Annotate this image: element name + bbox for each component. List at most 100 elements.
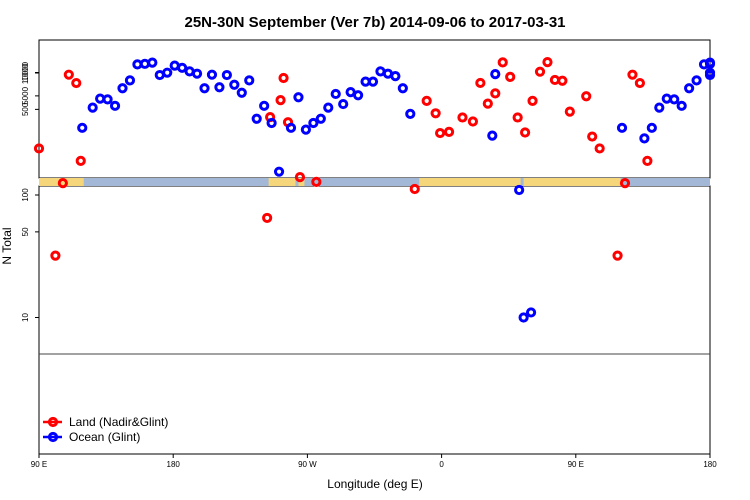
ocean-point	[639, 133, 650, 144]
land-mask-segment	[39, 178, 84, 186]
y-tick-label: 100	[21, 188, 30, 202]
ocean-point	[191, 68, 203, 79]
land-mask-segment	[298, 178, 305, 186]
x-tick-label: 90 W	[298, 460, 317, 469]
ocean-point	[102, 94, 113, 105]
land-point	[467, 116, 479, 127]
land-point	[430, 108, 441, 119]
ocean-point	[229, 79, 240, 90]
land-point	[482, 98, 493, 109]
land-point	[527, 95, 538, 106]
ocean-point	[77, 122, 88, 133]
data-points	[33, 57, 716, 323]
land-point	[520, 127, 531, 138]
land-point	[619, 178, 631, 189]
land-point	[634, 77, 646, 89]
ocean-point	[405, 108, 416, 119]
ocean-point	[397, 83, 408, 94]
land-point	[490, 88, 501, 99]
ocean-point	[330, 88, 341, 100]
land-ocean-mask	[39, 178, 710, 186]
ocean-point	[352, 90, 364, 101]
x-tick-label: 90 E	[568, 460, 584, 469]
ocean-point	[691, 75, 702, 86]
legend-ocean-label: Ocean (Glint)	[69, 430, 140, 444]
ocean-point	[244, 75, 255, 86]
ocean-point	[525, 307, 537, 318]
ocean-point	[199, 83, 210, 94]
y-tick-label: 10000	[21, 61, 30, 84]
ocean-point	[236, 87, 247, 98]
x-tick-label: 180	[167, 460, 181, 469]
ocean-point	[616, 122, 628, 133]
land-point	[542, 57, 553, 68]
ocean-point	[704, 67, 716, 78]
ocean-point	[206, 69, 218, 80]
land-point	[505, 71, 516, 82]
ocean-point	[117, 83, 128, 94]
land-point	[435, 127, 446, 139]
land-point	[627, 69, 638, 80]
land-point	[409, 183, 420, 195]
land-point	[275, 94, 286, 106]
x-axis-label: Longitude (deg E)	[327, 477, 422, 491]
y-tick-label: 500	[21, 102, 30, 116]
land-point	[557, 75, 568, 86]
x-axis: 90 E 180 90 W 0 90 E 180	[31, 454, 717, 469]
legend-land-marker	[47, 416, 59, 428]
ocean-point	[109, 100, 121, 111]
ocean-point	[514, 184, 525, 196]
y-axis: 10 50 100 500 1000 5000 10000	[21, 61, 39, 322]
land-mask-segment	[419, 178, 521, 186]
land-point	[75, 155, 86, 166]
land-point	[581, 91, 592, 102]
ocean-point	[285, 122, 297, 133]
land-point	[564, 106, 575, 117]
lower-panel-frame	[38, 185, 711, 455]
land-point	[497, 57, 508, 68]
ocean-point	[221, 69, 232, 81]
ocean-point	[684, 83, 695, 94]
land-point	[262, 212, 273, 224]
ocean-point	[676, 100, 687, 111]
ocean-point	[293, 92, 304, 103]
land-point	[512, 112, 523, 123]
land-point	[587, 131, 598, 142]
land-point	[71, 77, 82, 89]
land-point	[443, 126, 455, 137]
land-point	[421, 95, 432, 106]
ocean-point	[490, 69, 501, 80]
legend-land-label: Land (Nadir&Glint)	[69, 415, 168, 429]
y-tick-label: 1000	[21, 63, 30, 81]
land-point	[642, 155, 653, 166]
ocean-point	[315, 113, 326, 124]
ocean-point	[338, 98, 349, 110]
land-point	[457, 112, 468, 123]
legend: Land (Nadir&Glint) Ocean (Glint)	[43, 415, 168, 444]
ocean-point	[251, 113, 262, 124]
land-point	[33, 143, 45, 154]
ocean-point	[704, 57, 716, 68]
y-axis-label: N Total	[0, 227, 14, 264]
ocean-point	[266, 117, 277, 129]
ocean-point	[259, 100, 270, 111]
ocean-point	[669, 94, 680, 105]
x-tick-label: 180	[703, 460, 717, 469]
ocean-point	[323, 102, 334, 113]
land-point	[475, 77, 486, 89]
legend-ocean-marker	[47, 431, 59, 443]
ocean-point	[646, 122, 657, 133]
ocean-point	[390, 71, 401, 82]
land-point	[612, 250, 623, 261]
chart-title: 25N-30N September (Ver 7b) 2014-09-06 to…	[184, 14, 565, 31]
y-tick-label: 10	[21, 313, 30, 322]
land-point	[534, 66, 546, 77]
land-point	[63, 69, 74, 80]
y-tick-label: 50	[21, 227, 30, 236]
land-point	[294, 171, 306, 183]
ocean-point	[162, 67, 173, 78]
ocean-point	[124, 75, 136, 86]
ocean-point	[147, 57, 158, 68]
land-mask-segment	[268, 178, 296, 186]
